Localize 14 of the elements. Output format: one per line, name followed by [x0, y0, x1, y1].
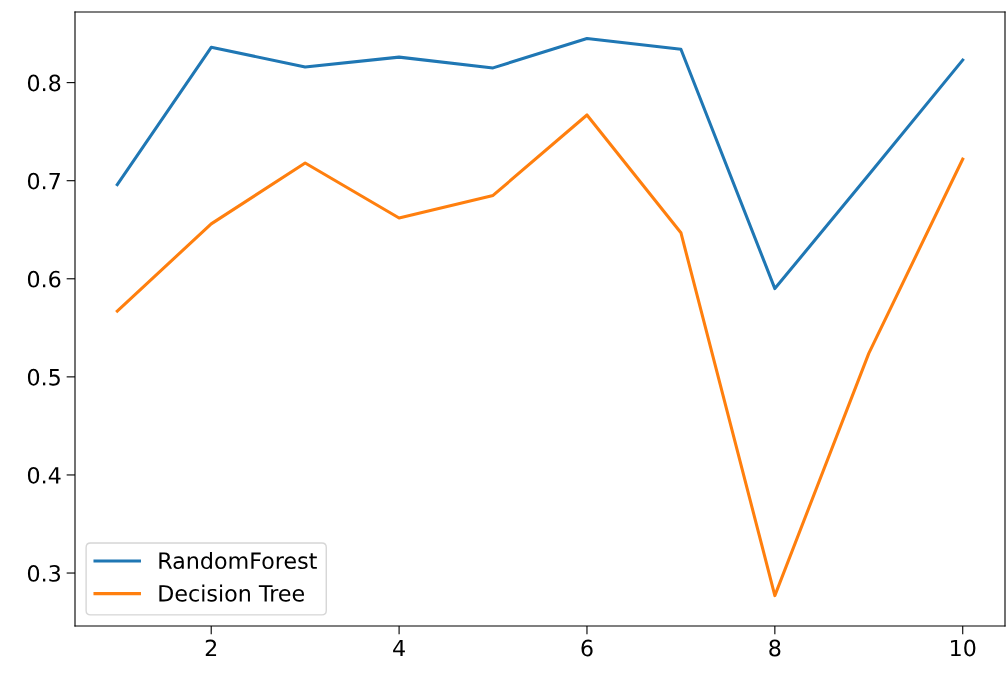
y-tick-label: 0.8 [27, 74, 61, 92]
x-tick-label: 10 [951, 639, 976, 657]
y-tick-label: 0.7 [27, 172, 60, 190]
x-tick-label: 6 [581, 639, 593, 657]
y-tick-label: 0.6 [27, 270, 61, 288]
x-tick-label: 2 [205, 639, 217, 657]
y-tick-label: 0.3 [27, 564, 61, 582]
line-series [115, 36, 965, 291]
y-tick-label: 0.4 [27, 466, 61, 484]
x-tick-label: 8 [769, 639, 781, 657]
legend-label: RandomForest [159, 551, 317, 570]
legend-label: Decision Tree [159, 584, 304, 602]
y-tick-label: 0.5 [27, 368, 60, 386]
x-tick-label: 4 [393, 639, 405, 657]
